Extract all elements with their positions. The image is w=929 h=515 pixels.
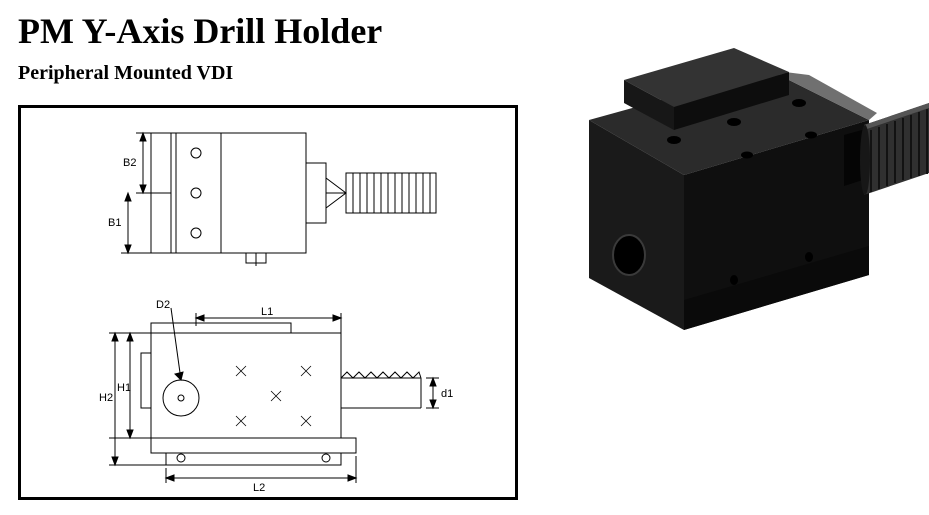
- top-hole: [741, 152, 753, 159]
- technical-diagram: B2 B1 L1 L2 H1 H2 D2 d1: [18, 105, 518, 500]
- label-b2: B2: [123, 157, 136, 169]
- render-svg: [509, 0, 929, 360]
- diagram-svg: B2 B1 L1 L2 H1 H2 D2 d1: [21, 108, 515, 497]
- top-shank: [346, 173, 436, 213]
- page-subtitle: Peripheral Mounted VDI: [18, 62, 233, 85]
- label-h2: H2: [99, 392, 113, 404]
- product-render: [509, 0, 929, 360]
- top-hole: [792, 99, 806, 107]
- side-hole: [730, 275, 738, 285]
- side-shank: [341, 372, 421, 408]
- label-h1: H1: [117, 382, 131, 394]
- label-b1: B1: [108, 217, 121, 229]
- side-hole: [805, 252, 813, 262]
- top-hole: [805, 132, 817, 139]
- label-l1: L1: [261, 306, 273, 318]
- label-d2: D2: [156, 299, 170, 311]
- page-title: PM Y-Axis Drill Holder: [18, 10, 382, 52]
- label-l2: L2: [253, 482, 265, 494]
- top-hole: [667, 136, 681, 144]
- label-d1: d1: [441, 388, 453, 400]
- top-hole: [727, 118, 741, 126]
